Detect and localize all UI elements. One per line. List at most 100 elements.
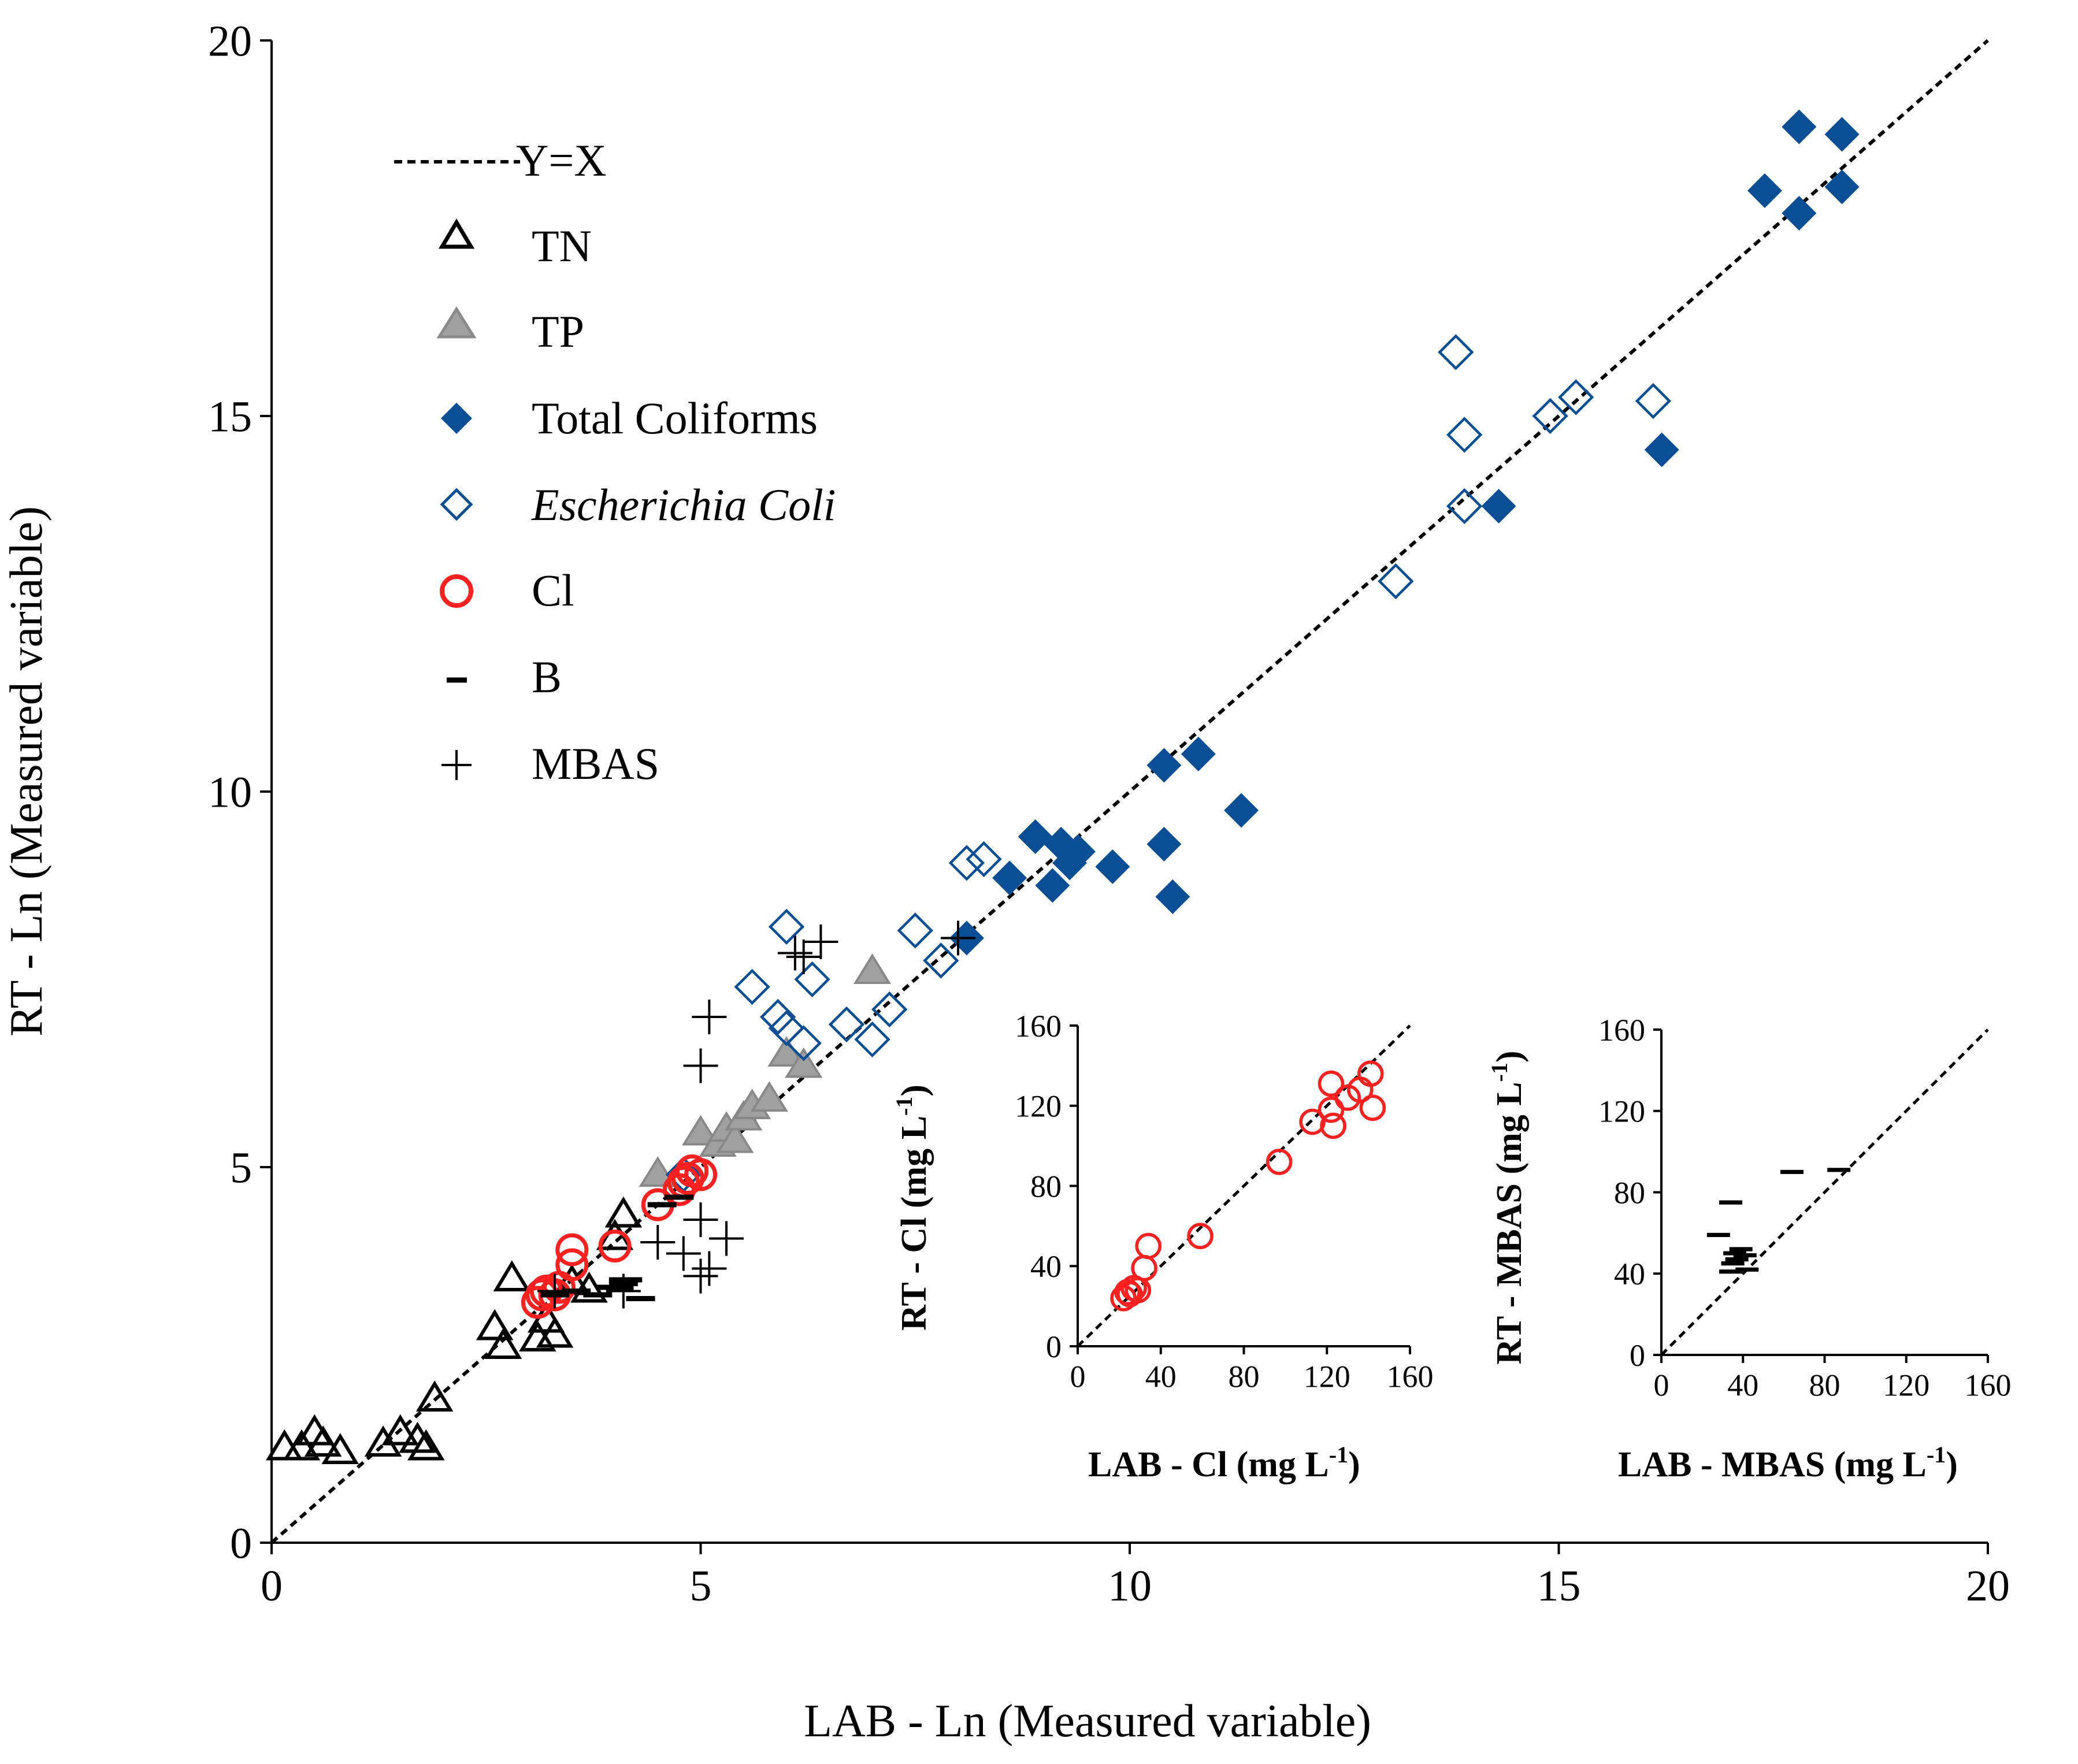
inset-mbas-y-axis-label: RT - MBAS (mg L-1) <box>1486 1050 1529 1364</box>
inset-cl-cl-point <box>1187 1223 1214 1250</box>
inset-cl-y-tick-label: 0 <box>1046 1330 1062 1364</box>
main-tp-point <box>785 1047 823 1078</box>
inset-mbas-y-tick-label: 120 <box>1598 1094 1645 1129</box>
main-y-axis-label: RT - Ln (Measured variable) <box>1 506 52 1037</box>
main-escherichia-coli-point <box>1378 563 1414 600</box>
legend-cl-label: Cl <box>532 565 574 615</box>
main-total-coliforms-point <box>1481 489 1516 523</box>
inset-cl-cl-point <box>1357 1060 1384 1087</box>
main-escherichia-coli-point <box>1635 382 1672 419</box>
legend-total-coliforms-diamond-icon <box>441 403 472 434</box>
main-total-coliforms-point <box>1060 834 1096 869</box>
main-mbas-point <box>692 1251 727 1286</box>
inset-cl-x-axis-label: LAB - Cl (mg L-1) <box>1088 1442 1360 1484</box>
main-reference-line <box>270 39 1989 1544</box>
inset-cl-cl-point <box>1135 1232 1162 1260</box>
inset-cl-y-tick-label: 40 <box>1030 1249 1062 1284</box>
main-mbas-point <box>640 1225 676 1260</box>
main-escherichia-coli-point <box>768 908 805 945</box>
inset-mbas-x-tick-label: 80 <box>1809 1368 1840 1403</box>
legend: Y=X TN TP Total Coliforms Escherichia Co… <box>394 135 836 789</box>
inset-cl-x-tick-label: 0 <box>1070 1360 1086 1394</box>
inset-cl-x-tick-label: 160 <box>1387 1360 1434 1394</box>
main-mbas-point <box>803 924 838 959</box>
main-escherichia-coli-point <box>1438 334 1474 370</box>
main-y-tick-label: 5 <box>230 1144 252 1193</box>
inset-mbas-y-tick-label: 160 <box>1598 1013 1645 1048</box>
main-total-coliforms-point <box>1224 793 1259 828</box>
inset-mbas-y-tick-label: 40 <box>1614 1257 1645 1291</box>
main-cl-point <box>684 1158 717 1191</box>
inset-cl-cl-point <box>1266 1149 1293 1175</box>
legend-tp-triangle-icon <box>436 306 477 339</box>
main-cl-point <box>598 1230 632 1262</box>
main-tn-point <box>604 1196 643 1228</box>
inset-cl-axes: 0 40 80 120 160 0 40 80 120 160 <box>1015 1009 1434 1394</box>
main-total-coliforms-point <box>1782 196 1817 231</box>
legend-escherichia-coli-diamond-icon <box>440 488 473 521</box>
main-tn-point <box>536 1316 574 1348</box>
main-escherichia-coli-point <box>871 991 908 1028</box>
legend-total-coliforms-label: Total Coliforms <box>532 393 818 443</box>
main-total-coliforms-point <box>1782 109 1817 144</box>
main-axes: 0 5 10 15 20 0 5 10 15 20 <box>208 17 2010 1610</box>
main-mbas-point <box>786 939 821 974</box>
inset-cl-y-tick-label: 80 <box>1030 1169 1062 1204</box>
main-escherichia-coli-point <box>923 942 959 979</box>
main-escherichia-coli-point <box>1446 417 1483 453</box>
main-mbas-point <box>777 935 812 971</box>
main-x-tick-label: 20 <box>1966 1562 2010 1610</box>
inset-cl-data-marks <box>1110 1060 1386 1312</box>
inset-cl-cl-point <box>1359 1094 1386 1121</box>
main-escherichia-coli-point <box>1558 379 1594 415</box>
main-x-tick-label: 5 <box>690 1562 712 1610</box>
legend-cl-circle-icon <box>440 574 473 608</box>
legend-tn-triangle-icon <box>438 218 475 249</box>
main-total-coliforms-point <box>1146 827 1182 861</box>
inset-cl-cl-point <box>1318 1070 1345 1097</box>
main-mbas-point <box>683 1048 718 1083</box>
main-tp-point <box>639 1156 677 1187</box>
main-x-tick-label: 10 <box>1108 1562 1152 1610</box>
main-tp-point <box>681 1115 720 1146</box>
main-escherichia-coli-point <box>768 1010 805 1046</box>
main-escherichia-coli-point <box>948 845 985 881</box>
main-tn-point <box>493 1260 531 1291</box>
main-escherichia-coli-point <box>734 968 770 1005</box>
main-cl-point <box>555 1233 589 1267</box>
main-total-coliforms-point <box>1747 173 1782 208</box>
inset-cl-x-tick-label: 40 <box>1145 1360 1177 1394</box>
inset-mbas-x-tick-label: 40 <box>1727 1368 1758 1403</box>
legend-tp-label: TP <box>532 306 584 356</box>
main-total-coliforms-point <box>1824 169 1860 205</box>
inset-mbas-y-tick-label: 0 <box>1630 1338 1645 1373</box>
inset-cl-y-tick-label: 160 <box>1015 1009 1062 1043</box>
main-cl-point <box>555 1248 589 1282</box>
inset-cl-cl-point <box>1320 1112 1346 1139</box>
main-x-tick-label: 15 <box>1537 1562 1581 1610</box>
main-total-coliforms-point <box>1181 737 1216 771</box>
main-escherichia-coli-point <box>828 1006 865 1043</box>
main-series-mbas <box>537 920 975 1309</box>
main-mbas-point <box>666 1236 701 1271</box>
main-tn-point <box>304 1425 342 1457</box>
main-mbas-point <box>692 1000 727 1034</box>
main-tn-point <box>399 1421 436 1453</box>
inset-mbas-x-tick-label: 120 <box>1883 1368 1929 1403</box>
main-total-coliforms-point <box>1155 879 1190 914</box>
main-tn-point <box>407 1429 445 1461</box>
main-mbas-point <box>683 1202 718 1237</box>
inset-cl-cl-point <box>1131 1254 1157 1282</box>
inset-mbas-x-tick-label: 160 <box>1965 1368 2012 1403</box>
main-escherichia-coli-point <box>1446 488 1483 525</box>
main-mbas-point <box>709 1221 744 1256</box>
main-mbas-point <box>606 1273 641 1309</box>
main-total-coliforms-point <box>1644 432 1679 467</box>
inset-cl-y-axis-label: RT - Cl (mg L-1) <box>891 1085 934 1331</box>
legend-b-label: B <box>532 652 562 702</box>
main-yx-dashed-line <box>270 39 1989 1544</box>
main-mbas-point <box>941 920 975 956</box>
legend-tn-label: TN <box>532 221 592 271</box>
legend-mbas-label: MBAS <box>532 738 659 789</box>
inset-mbas-data-marks <box>1706 1168 1851 1274</box>
